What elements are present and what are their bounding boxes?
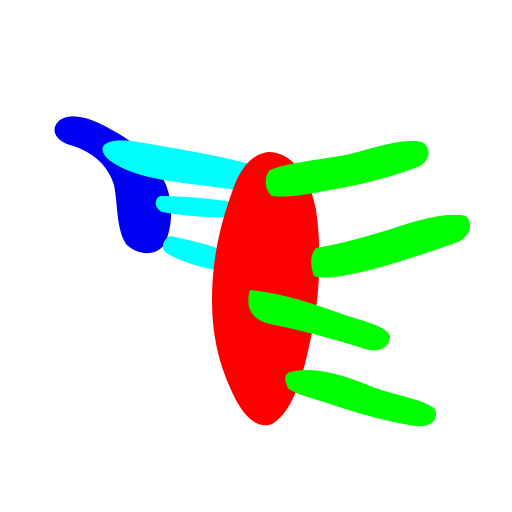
green-finger-icon — [311, 214, 471, 278]
green-finger-icon — [285, 369, 436, 427]
cyan-arm-icon — [102, 140, 259, 190]
red-body-icon — [212, 152, 320, 426]
green-finger-icon — [265, 140, 429, 197]
cyan-arm-icon — [155, 196, 237, 218]
green-finger-icon — [248, 290, 390, 351]
blue-handle-icon — [54, 116, 172, 254]
cyan-arm-icon — [162, 236, 226, 270]
